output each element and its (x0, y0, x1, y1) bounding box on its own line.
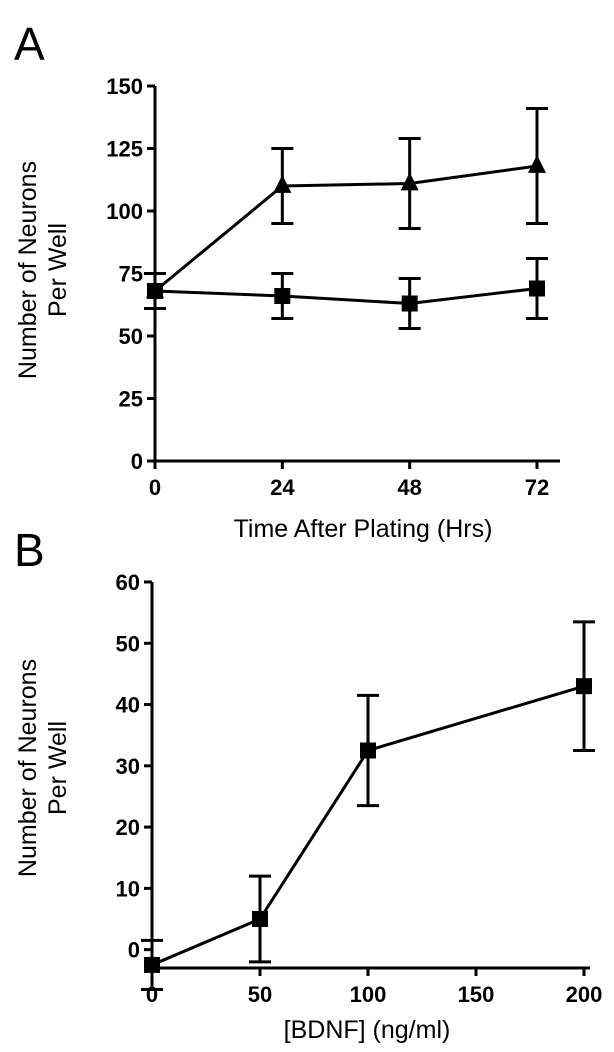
a-y-tick-label: 75 (119, 262, 143, 287)
panel-a-ylabel-line1: Number of Neurons (14, 161, 42, 379)
b-y-tick-label: 30 (116, 754, 140, 779)
b-y-tick-label: 20 (116, 815, 140, 840)
b-series-0-point (144, 956, 160, 973)
b-y-tick-label: 0 (128, 938, 140, 963)
a-y-tick-label: 125 (106, 137, 143, 162)
panel-a-ylabel-line2: Per Well (44, 223, 72, 317)
a-series-1-line (154, 287, 538, 306)
panel-b-error-bars (141, 620, 595, 991)
a-series-0-point (528, 154, 546, 173)
b-series-0-point (360, 742, 376, 759)
a-series-1-point (401, 295, 418, 312)
b-y-tick-label: 50 (116, 631, 140, 656)
b-x-tick-label: 100 (350, 982, 387, 1007)
a-x-tick-label: 24 (270, 475, 295, 500)
a-series-1-point (274, 288, 291, 304)
b-y-tick-label: 40 (116, 693, 140, 718)
panel-a-letter: A (14, 18, 45, 70)
a-series-0-point (273, 174, 292, 193)
panel-b-lines (151, 684, 585, 967)
a-x-tick-label: 72 (525, 475, 549, 500)
a-y-tick-label: 150 (106, 74, 143, 99)
b-x-tick-label: 200 (566, 982, 603, 1007)
panel-b-letter: B (14, 524, 45, 576)
b-y-tick-label: 60 (116, 570, 140, 595)
panel-a-lines (154, 164, 538, 306)
a-series-0-line (154, 164, 538, 293)
a-x-tick-label: 48 (397, 475, 421, 500)
panel-a-xlabel: Time After Plating (Hrs) (234, 515, 493, 543)
b-series-0-line (151, 684, 585, 967)
b-x-tick-label: 50 (248, 982, 272, 1007)
b-x-tick-label: 150 (458, 982, 495, 1007)
b-y-tick-label: 10 (116, 876, 140, 901)
a-series-1-point (529, 280, 545, 297)
panel-b-ylabel-line1: Number of Neurons (14, 659, 42, 877)
a-y-tick-label: 0 (131, 449, 143, 474)
a-y-tick-label: 100 (106, 199, 143, 224)
a-x-tick-label: 0 (149, 475, 161, 500)
panel-b: B Number of Neurons Per Well [BDNF] (ng/… (14, 524, 602, 1044)
a-y-tick-label: 25 (119, 387, 143, 412)
panel-b-ylabel-line2: Per Well (44, 721, 72, 815)
b-series-0-point (576, 678, 592, 695)
a-y-tick-label: 50 (119, 324, 143, 349)
panel-a-markers (146, 154, 546, 312)
panel-a: A Number of Neurons Per Well Time After … (14, 18, 560, 543)
b-series-0-point (252, 910, 268, 927)
a-series-0-point (400, 172, 419, 191)
panel-b-xlabel: [BDNF] (ng/ml) (284, 1016, 451, 1044)
panel-b-markers (144, 678, 592, 973)
panel-a-axes: 0 25 50 75 100 125 150 0 24 48 72 (106, 74, 560, 500)
a-series-1-point (147, 283, 163, 299)
